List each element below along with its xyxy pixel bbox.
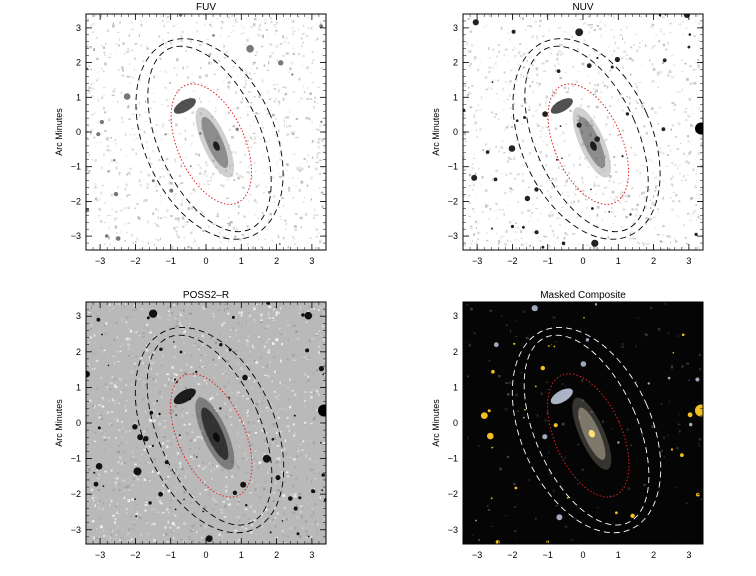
y-axis-label: Arc Minutes — [431, 108, 441, 156]
x-tick-label: 1 — [239, 550, 244, 560]
x-tick-label: 2 — [274, 256, 279, 266]
galaxy — [572, 107, 612, 178]
panel-2: −3 −3 −2 −2 −1 −1 0 0 1 1 2 2 3 3 NUV Arc Minutes — [431, 2, 704, 266]
y-axis-label: Arc Minutes — [54, 399, 64, 447]
x-tick-label: 0 — [580, 550, 585, 560]
y-tick-label: 0 — [76, 418, 81, 428]
x-tick-label: −3 — [472, 550, 482, 560]
y-tick-label: −3 — [448, 525, 458, 535]
panel-3: −3 −3 −2 −2 −1 −1 0 0 1 1 2 2 3 3 POSS2–R Arc Minutes — [54, 290, 327, 560]
inner-ellipse — [547, 83, 630, 205]
companion — [173, 98, 196, 114]
y-tick-label: 3 — [453, 23, 458, 33]
panel-4: −3 −3 −2 −2 −1 −1 0 0 1 1 2 2 3 3 Masked Composite Arc … — [431, 290, 704, 560]
x-tick-label: 3 — [309, 550, 314, 560]
y-tick-label: 2 — [453, 58, 458, 68]
y-tick-label: 3 — [76, 311, 81, 321]
y-tick-label: 2 — [453, 347, 458, 357]
x-tick-label: −1 — [166, 550, 176, 560]
y-tick-label: 2 — [76, 58, 81, 68]
galaxy — [195, 397, 235, 470]
x-tick-label: −2 — [507, 256, 517, 266]
outer-ellipse-1 — [146, 334, 273, 526]
inner-ellipse — [170, 373, 253, 498]
x-tick-label: 1 — [239, 256, 244, 266]
image-content — [86, 302, 326, 544]
x-tick-label: 0 — [580, 256, 585, 266]
x-tick-label: −1 — [543, 550, 553, 560]
y-tick-label: 2 — [76, 347, 81, 357]
x-tick-label: 3 — [686, 550, 691, 560]
x-tick-label: −3 — [95, 550, 105, 560]
y-tick-label: 1 — [76, 382, 81, 392]
x-tick-label: −1 — [543, 256, 553, 266]
y-tick-label: −3 — [71, 525, 81, 535]
y-tick-label: 0 — [453, 127, 458, 137]
outer-ellipse-2 — [512, 38, 661, 240]
y-tick-label: 3 — [76, 23, 81, 33]
x-tick-label: 3 — [686, 256, 691, 266]
x-tick-label: 1 — [616, 256, 621, 266]
companion — [550, 98, 573, 114]
x-tick-label: 2 — [274, 550, 279, 560]
panel-title: FUV — [196, 2, 216, 13]
y-tick-label: −2 — [71, 489, 81, 499]
y-tick-label: 0 — [453, 418, 458, 428]
x-tick-label: 3 — [309, 256, 314, 266]
panel-title: Masked Composite — [540, 290, 626, 301]
companion — [550, 388, 573, 405]
outer-ellipse-2 — [134, 327, 285, 534]
y-tick-label: −1 — [71, 454, 81, 464]
y-tick-label: 0 — [76, 127, 81, 137]
y-tick-label: 1 — [453, 382, 458, 392]
outer-ellipse-1 — [524, 45, 649, 233]
x-tick-label: 0 — [203, 550, 208, 560]
outer-ellipse-2 — [135, 38, 284, 240]
inner-ellipse — [547, 373, 630, 498]
panel-1: −3 −3 −2 −2 −1 −1 0 0 1 1 2 2 3 3 FUV Arc Minutes — [54, 2, 327, 266]
x-tick-label: 2 — [651, 256, 656, 266]
outer-ellipse-1 — [523, 334, 650, 526]
y-tick-label: −1 — [448, 454, 458, 464]
outer-ellipse-2 — [511, 327, 662, 534]
y-tick-label: 1 — [453, 92, 458, 102]
x-tick-label: 1 — [616, 550, 621, 560]
x-tick-label: 2 — [651, 550, 656, 560]
y-axis-label: Arc Minutes — [431, 399, 441, 447]
x-tick-label: −2 — [507, 550, 517, 560]
y-tick-label: −2 — [448, 196, 458, 206]
galaxy — [572, 397, 612, 470]
companion — [173, 388, 196, 405]
y-tick-label: −3 — [448, 231, 458, 241]
image-content — [463, 14, 703, 250]
x-tick-label: −2 — [130, 256, 140, 266]
edge-source — [695, 404, 703, 417]
y-tick-label: 3 — [453, 311, 458, 321]
galaxy — [195, 107, 235, 178]
edge-source — [318, 404, 326, 417]
x-tick-label: −3 — [95, 256, 105, 266]
edge-source — [695, 122, 703, 135]
x-tick-label: −3 — [472, 256, 482, 266]
y-tick-label: −1 — [71, 162, 81, 172]
panel-title: POSS2–R — [183, 290, 229, 301]
outer-ellipse-1 — [147, 45, 272, 233]
x-tick-label: −1 — [166, 256, 176, 266]
y-tick-label: −2 — [71, 196, 81, 206]
y-tick-label: −3 — [71, 231, 81, 241]
x-tick-label: 0 — [203, 256, 208, 266]
x-tick-label: −2 — [130, 550, 140, 560]
y-tick-label: 1 — [76, 92, 81, 102]
y-axis-label: Arc Minutes — [54, 108, 64, 156]
y-tick-label: −2 — [448, 489, 458, 499]
inner-ellipse — [170, 83, 253, 205]
y-tick-label: −1 — [448, 162, 458, 172]
panel-title: NUV — [572, 2, 593, 13]
image-content — [466, 302, 703, 544]
